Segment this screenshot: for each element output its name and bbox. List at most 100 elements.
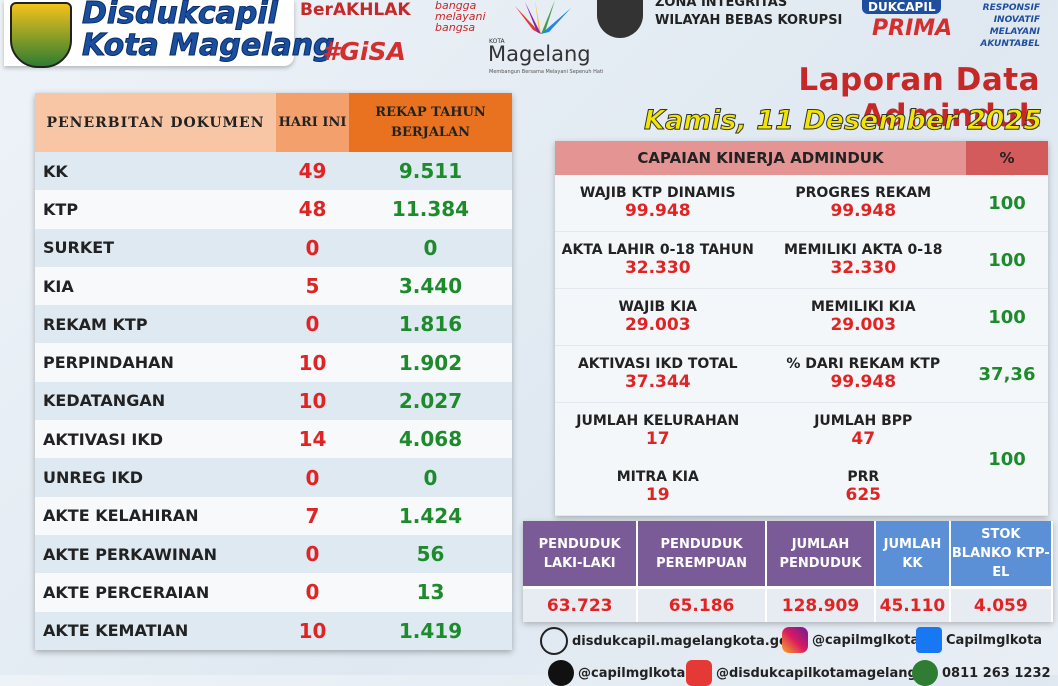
kinerja-row: MITRA KIA 19 PRR 625 <box>555 459 966 515</box>
facebook-icon <box>916 627 942 653</box>
kinerja-cell: JUMLAH BPP 47 <box>761 403 967 459</box>
document-row: UNREG IKD 0 0 <box>35 458 512 497</box>
kinerja-percent: 100 <box>988 448 1026 470</box>
document-label: AKTE PERCERAIAN <box>35 573 276 612</box>
year-count: 0 <box>349 228 512 267</box>
kinerja-value: 99.948 <box>830 372 897 392</box>
kinerja-pairs: JUMLAH KELURAHAN 17 JUMLAH BPP 47 MITRA KIA 1… <box>555 403 966 515</box>
kinerja-cell: JUMLAH KELURAHAN 17 <box>555 403 761 459</box>
population-header: JUMLAH KK <box>875 521 951 588</box>
year-count: 4.068 <box>349 420 512 459</box>
footer-instagram: @capilmglkota <box>782 627 919 653</box>
year-count: 1.424 <box>349 496 512 535</box>
kinerja-pairs: WAJIB KIA 29.003 MEMILIKI KIA 29.003 <box>555 289 966 345</box>
today-count: 7 <box>276 496 349 535</box>
kinerja-label: WAJIB KTP DINAMIS <box>579 185 736 201</box>
document-label: AKTE PERKAWINAN <box>35 534 276 574</box>
column-header: HARI INI <box>276 93 349 152</box>
kinerja-value: 32.330 <box>624 258 691 278</box>
document-row: PERPINDAHAN 10 1.902 <box>35 343 512 382</box>
kinerja-title: CAPAIAN KINERJA ADMINDUK <box>555 141 966 175</box>
kinerja-group: AKTA LAHIR 0-18 TAHUN 32.330 MEMILIKI AKTA… <box>555 232 1048 289</box>
kinerja-row: JUMLAH KELURAHAN 17 JUMLAH BPP 47 <box>555 403 966 459</box>
globe-icon <box>540 627 568 655</box>
kinerja-percent: 100 <box>988 249 1026 271</box>
kinerja-value: 29.003 <box>624 315 691 335</box>
footer-x: @capilmglkota <box>548 660 685 686</box>
population-value: 63.723 <box>523 586 639 622</box>
document-label: AKTIVASI IKD <box>35 420 276 459</box>
kinerja-cell: WAJIB KTP DINAMIS 99.948 <box>555 175 761 231</box>
document-row: KK 49 9.511 <box>35 152 512 191</box>
motto: RESPONSIF INOVATIF MELAYANI AKUNTABEL <box>980 3 1040 49</box>
today-count: 14 <box>276 420 349 459</box>
document-row: AKTE KEMATIAN 10 1.419 <box>35 611 512 650</box>
document-row: REKAM KTP 0 1.816 <box>35 305 512 344</box>
column-header: REKAP TAHUN BERJALAN <box>349 93 512 152</box>
prima-logo: PRIMA <box>872 16 953 41</box>
year-count: 1.419 <box>349 611 512 650</box>
document-row: KTP 48 11.384 <box>35 190 512 229</box>
document-label: SURKET <box>35 228 276 267</box>
kinerja-header: CAPAIAN KINERJA ADMINDUK % <box>555 141 1048 175</box>
kinerja-row: WAJIB KTP DINAMIS 99.948 PROGRES REKAM 99.9… <box>555 175 966 231</box>
year-count: 56 <box>349 534 512 574</box>
documents-table: PENERBITAN DOKUMEN HARI INI REKAP TAHUN BE… <box>35 93 512 650</box>
document-label: PERPINDAHAN <box>35 343 276 382</box>
logo-text: Kota Magelang <box>82 28 336 64</box>
today-count: 48 <box>276 190 349 229</box>
today-count: 49 <box>276 152 349 191</box>
year-count: 1.816 <box>349 305 512 344</box>
kinerja-pairs: WAJIB KTP DINAMIS 99.948 PROGRES REKAM 99.9… <box>555 175 966 231</box>
today-count: 10 <box>276 611 349 650</box>
kinerja-label: MEMILIKI KIA <box>810 299 916 315</box>
kinerja-value: 29.003 <box>830 315 897 335</box>
berakhlak-logo: BerAKHLAK <box>300 0 411 20</box>
facebook: Capilmglkota <box>946 632 1043 648</box>
document-row: AKTE KELAHIRAN 7 1.424 <box>35 496 512 535</box>
magelang-logo: Magelang <box>488 42 591 66</box>
kinerja-group: AKTIVASI IKD TOTAL 37.344% DARI REKAM KTP… <box>555 346 1048 403</box>
date: Kamis, 11 Desember 2025 <box>644 105 1043 137</box>
column-header: PENERBITAN DOKUMEN <box>35 93 276 152</box>
kinerja-row: WAJIB KIA 29.003 MEMILIKI KIA 29.003 <box>555 289 966 345</box>
document-row: KEDATANGAN 10 2.027 <box>35 381 512 421</box>
document-label: REKAM KTP <box>35 305 276 344</box>
kinerja-cell: PRR 625 <box>761 459 967 515</box>
kinerja-label: % DARI REKAM KTP <box>786 356 941 372</box>
instagram: @capilmglkota <box>812 632 920 648</box>
kinerja-cell: AKTIVASI IKD TOTAL 37.344 <box>555 346 761 402</box>
logo-text: Disdukcapil <box>82 0 279 32</box>
population-value: 4.059 <box>949 586 1054 622</box>
kinerja-row: AKTA LAHIR 0-18 TAHUN 32.330 MEMILIKI AKTA… <box>555 232 966 288</box>
document-label: KK <box>35 152 276 191</box>
kinerja-percent: 100 <box>988 306 1026 328</box>
year-count: 2.027 <box>349 381 512 421</box>
kinerja-label: WAJIB KIA <box>618 299 697 315</box>
kinerja-label: JUMLAH KELURAHAN <box>576 413 740 429</box>
slogan: Membangun Bersama Melayani Sepenuh Hati <box>489 69 604 75</box>
today-count: 0 <box>276 573 349 612</box>
kinerja-percent: 37,36 <box>978 363 1036 385</box>
kinerja-value: 47 <box>851 429 876 449</box>
kinerja-cell: MITRA KIA 19 <box>555 459 761 515</box>
population-table: PENDUDUK LAKI-LAKI PENDUDUK PEREMPUAN JUML… <box>523 521 1054 622</box>
today-count: 0 <box>276 534 349 574</box>
kinerja-cell: WAJIB KIA 29.003 <box>555 289 761 345</box>
year-count: 11.384 <box>349 190 512 229</box>
kinerja-cell: PROGRES REKAM 99.948 <box>761 175 967 231</box>
kinerja-value: 99.948 <box>624 201 691 221</box>
kinerja-cell: MEMILIKI AKTA 0-18 32.330 <box>761 232 967 288</box>
year-count: 13 <box>349 573 512 612</box>
youtube: @disdukcapilkotamagelang <box>716 665 917 681</box>
document-label: KTP <box>35 190 276 229</box>
kinerja-row: AKTIVASI IKD TOTAL 37.344% DARI REKAM KTP… <box>555 346 966 402</box>
kinerja-cell: % DARI REKAM KTP 99.948 <box>761 346 967 402</box>
today-count: 10 <box>276 381 349 421</box>
bangga-logo: bangga melayani bangsa <box>435 0 486 34</box>
document-label: AKTE KEMATIAN <box>35 611 276 650</box>
document-row: KIA 5 3.440 <box>35 266 512 306</box>
document-row: AKTIVASI IKD 14 4.068 <box>35 420 512 459</box>
zi-emblem <box>597 0 643 38</box>
